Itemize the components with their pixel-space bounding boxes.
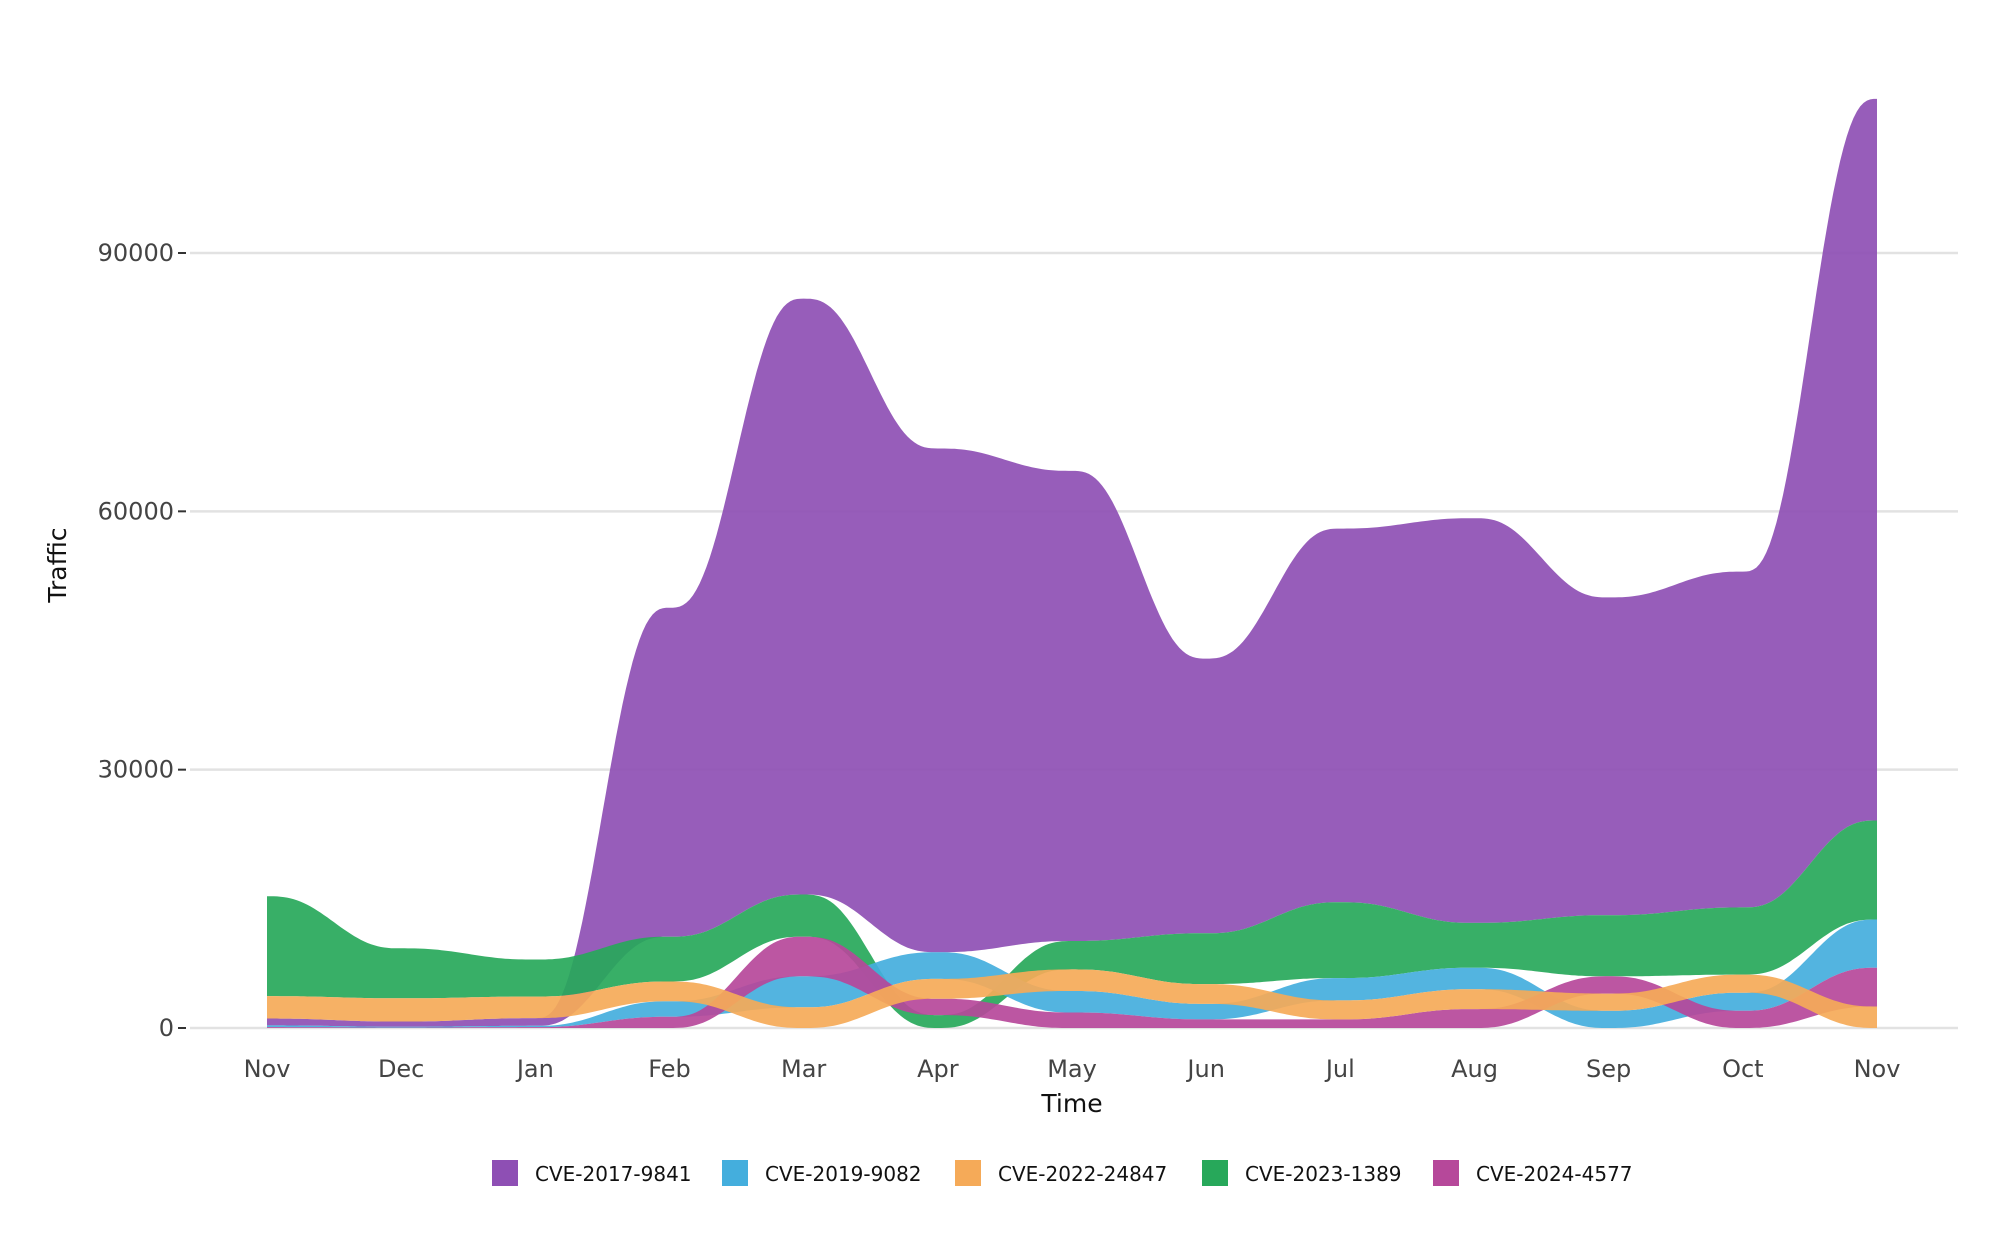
legend-swatch <box>722 1160 748 1186</box>
area-cve-2023-1389 <box>267 820 1877 1028</box>
x-axis: Nov Dec Jan Feb Mar Apr May Jun Jul Aug Sep Oct Nov <box>244 1055 1901 1083</box>
x-tick-label: Jun <box>1185 1055 1225 1083</box>
x-tick-label: Apr <box>917 1055 959 1083</box>
y-tick-label: 90000 <box>98 239 174 267</box>
area-cve-2022-24847 <box>267 969 1877 1028</box>
x-tick-label: Oct <box>1722 1055 1764 1083</box>
y-axis-title: Traffic <box>43 527 72 603</box>
legend-label: CVE-2022-24847 <box>998 1162 1167 1186</box>
x-tick-label: May <box>1047 1055 1097 1083</box>
x-tick-label: Nov <box>1854 1055 1901 1083</box>
legend-swatch <box>492 1160 518 1186</box>
legend-label: CVE-2017-9841 <box>535 1162 692 1186</box>
x-tick-label: Jul <box>1324 1055 1355 1083</box>
area-cve-2017-9841 <box>267 98 1877 1027</box>
x-tick-label: Nov <box>244 1055 291 1083</box>
legend-swatch <box>1433 1160 1459 1186</box>
x-tick-label: Aug <box>1451 1055 1498 1083</box>
y-axis: 0 30000 60000 90000 <box>98 239 186 1042</box>
y-tick-label: 30000 <box>98 756 174 784</box>
legend-label: CVE-2019-9082 <box>765 1162 922 1186</box>
x-tick-label: Mar <box>781 1055 826 1083</box>
y-tick-label: 0 <box>159 1014 174 1042</box>
area-cve-2019-9082 <box>267 919 1877 1028</box>
legend-swatch <box>1202 1160 1228 1186</box>
x-axis-title: Time <box>1040 1089 1102 1118</box>
legend: CVE-2017-9841 CVE-2019-9082 CVE-2022-24847… <box>492 1160 1633 1186</box>
y-tick-label: 60000 <box>98 497 174 525</box>
x-tick-label: Sep <box>1586 1055 1631 1083</box>
legend-label: CVE-2023-1389 <box>1245 1162 1402 1186</box>
x-tick-label: Jan <box>515 1055 554 1083</box>
x-tick-label: Feb <box>648 1055 691 1083</box>
legend-swatch <box>955 1160 981 1186</box>
legend-label: CVE-2024-4577 <box>1476 1162 1633 1186</box>
x-tick-label: Dec <box>378 1055 424 1083</box>
area-cve-2024-4577 <box>267 936 1877 1028</box>
area-layers <box>267 98 1877 1028</box>
